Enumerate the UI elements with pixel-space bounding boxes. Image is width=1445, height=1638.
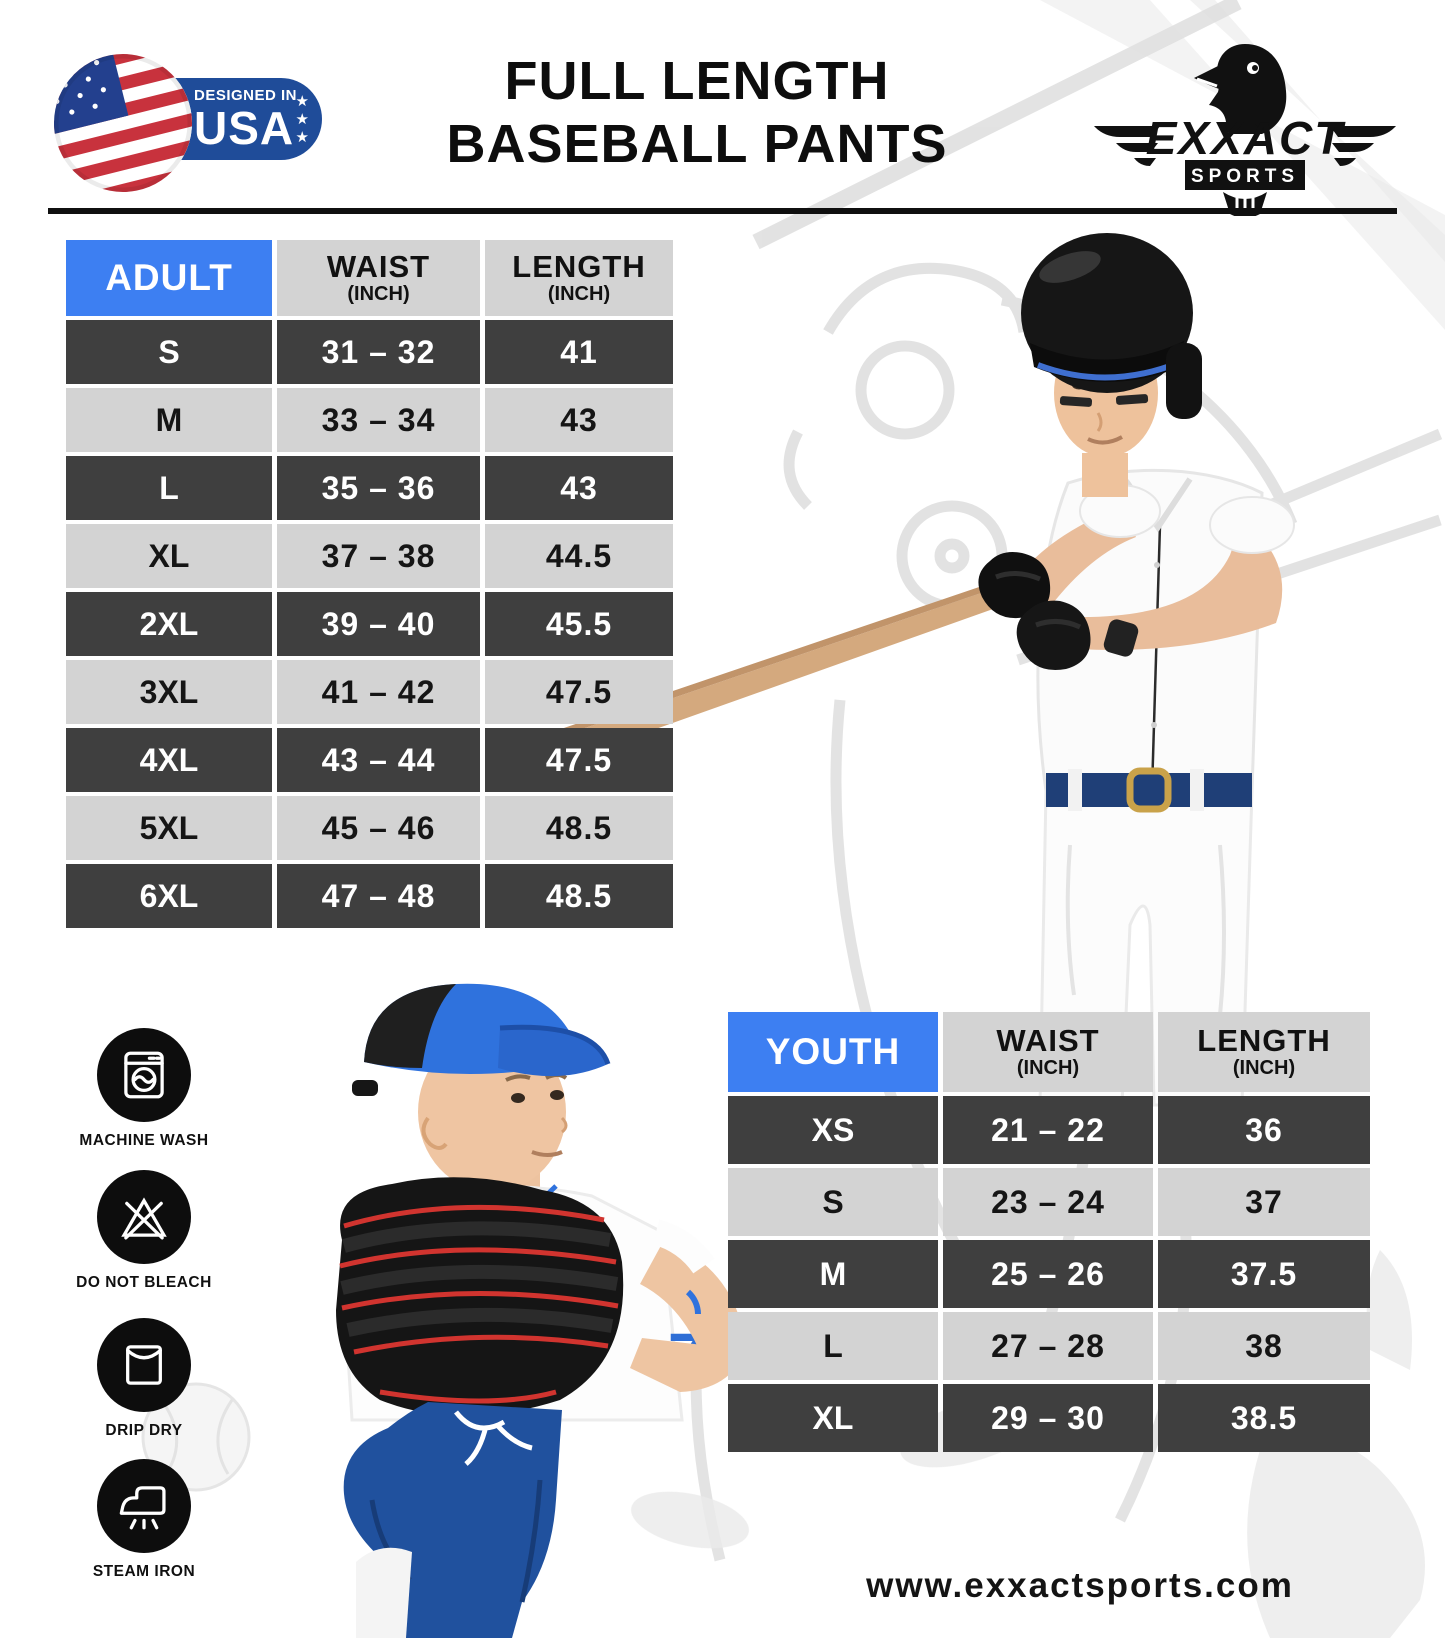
youth-size-table: YOUTH WAIST (INCH) LENGTH (INCH) XS 21 –… xyxy=(728,1012,1370,1452)
size-cell: 3XL xyxy=(66,660,272,724)
care-label: STEAM IRON xyxy=(92,1563,196,1580)
size-cell: XL xyxy=(66,524,272,588)
size-cell: XS xyxy=(728,1096,938,1164)
title-line-2: BASEBALL PANTS xyxy=(446,114,948,175)
badge-designed-in-text: DESIGNED IN xyxy=(194,86,298,104)
length-cell: 37 xyxy=(1158,1168,1370,1236)
waist-cell: 23 – 24 xyxy=(943,1168,1153,1236)
length-cell: 48.5 xyxy=(485,864,673,928)
size-cell: 2XL xyxy=(66,592,272,656)
care-steam-iron: STEAM IRON xyxy=(56,1459,232,1581)
waist-cell: 39 – 40 xyxy=(277,592,480,656)
machine-wash-icon xyxy=(97,1028,191,1122)
waist-cell: 47 – 48 xyxy=(277,864,480,928)
waist-cell: 33 – 34 xyxy=(277,388,480,452)
size-cell: M xyxy=(728,1240,938,1308)
adult-size-table: ADULT WAIST (INCH) LENGTH (INCH) S 31 – … xyxy=(66,240,673,928)
care-drip-dry: DRIP DRY xyxy=(56,1318,232,1440)
youth-table-group-header: YOUTH xyxy=(728,1012,938,1092)
waist-cell: 27 – 28 xyxy=(943,1312,1153,1380)
badge-stars-icon: ★ ★ ★ xyxy=(295,92,309,146)
size-cell: L xyxy=(66,456,272,520)
adult-length-column-header: LENGTH (INCH) xyxy=(485,240,673,316)
waist-cell: 37 – 38 xyxy=(277,524,480,588)
drip-dry-icon xyxy=(97,1318,191,1412)
youth-length-column-header: LENGTH (INCH) xyxy=(1158,1012,1370,1092)
waist-cell: 43 – 44 xyxy=(277,728,480,792)
waist-cell: 45 – 46 xyxy=(277,796,480,860)
adult-table-group-header: ADULT xyxy=(66,240,272,316)
length-cell: 43 xyxy=(485,456,673,520)
adult-waist-column-header: WAIST (INCH) xyxy=(277,240,480,316)
length-cell: 37.5 xyxy=(1158,1240,1370,1308)
waist-cell: 25 – 26 xyxy=(943,1240,1153,1308)
length-cell: 47.5 xyxy=(485,728,673,792)
length-cell: 45.5 xyxy=(485,592,673,656)
waist-cell: 41 – 42 xyxy=(277,660,480,724)
waist-cell: 29 – 30 xyxy=(943,1384,1153,1452)
care-label: MACHINE WASH xyxy=(79,1132,209,1149)
badge-usa-text: USA xyxy=(194,101,295,154)
size-cell: M xyxy=(66,388,272,452)
size-cell: L xyxy=(728,1312,938,1380)
care-label: DO NOT BLEACH xyxy=(76,1274,212,1291)
steam-iron-icon xyxy=(97,1459,191,1553)
designed-in-usa-badge: DESIGNED IN USA ★ ★ ★ xyxy=(52,52,322,192)
header-divider xyxy=(48,208,1397,214)
waist-cell: 21 – 22 xyxy=(943,1096,1153,1164)
exxact-sports-logo: EXXACT SPORTS xyxy=(1090,38,1400,216)
youth-waist-column-header: WAIST (INCH) xyxy=(943,1012,1153,1092)
website-url: www.exxactsports.com xyxy=(866,1566,1294,1605)
care-do-not-bleach: DO NOT BLEACH xyxy=(56,1170,232,1292)
length-cell: 47.5 xyxy=(485,660,673,724)
length-cell: 36 xyxy=(1158,1096,1370,1164)
care-label: DRIP DRY xyxy=(105,1422,183,1439)
size-cell: S xyxy=(728,1168,938,1236)
logo-sub-text: SPORTS xyxy=(1191,166,1299,187)
size-cell: S xyxy=(66,320,272,384)
us-flag-icon xyxy=(52,52,194,194)
length-cell: 41 xyxy=(485,320,673,384)
size-cell: 6XL xyxy=(66,864,272,928)
boy-pitcher-photo: 7 xyxy=(336,983,746,1638)
page-title: FULL LENGTH BASEBALL PANTS xyxy=(397,50,997,176)
length-cell: 43 xyxy=(485,388,673,452)
waist-cell: 31 – 32 xyxy=(277,320,480,384)
waist-cell: 35 – 36 xyxy=(277,456,480,520)
length-cell: 38.5 xyxy=(1158,1384,1370,1452)
length-cell: 48.5 xyxy=(485,796,673,860)
size-cell: 5XL xyxy=(66,796,272,860)
length-cell: 44.5 xyxy=(485,524,673,588)
size-cell: XL xyxy=(728,1384,938,1452)
size-cell: 4XL xyxy=(66,728,272,792)
length-cell: 38 xyxy=(1158,1312,1370,1380)
title-line-1: FULL LENGTH xyxy=(504,51,890,111)
logo-brand-text: EXXACT xyxy=(1146,112,1346,164)
care-machine-wash: MACHINE WASH xyxy=(56,1028,232,1150)
do-not-bleach-icon xyxy=(97,1170,191,1264)
